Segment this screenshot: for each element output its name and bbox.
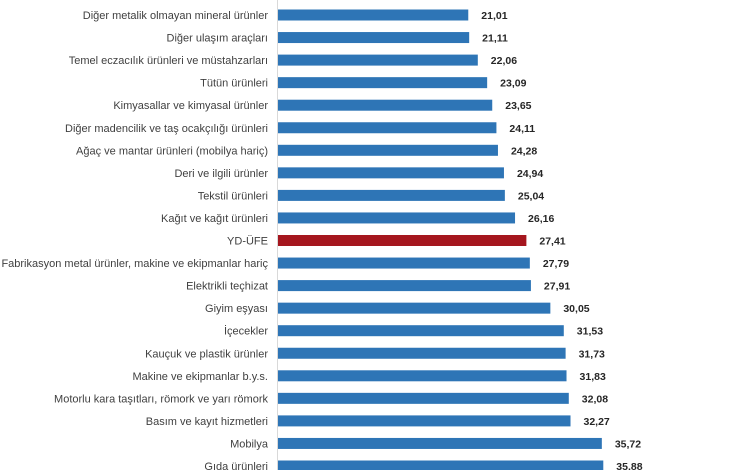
value-label: 21,11 [482,33,508,45]
category-label: Temel eczacılık ürünleri ve müstahzarlar… [69,55,268,67]
category-label: İçecekler [224,325,268,338]
value-label: 22,06 [491,55,517,67]
value-label: 31,73 [579,348,605,360]
bar [278,347,566,359]
value-label: 23,09 [500,78,526,90]
bar [278,280,531,292]
value-label: 26,16 [528,213,554,225]
bar [278,302,551,314]
category-label: Giyim eşyası [205,303,268,315]
value-label: 27,91 [544,281,570,293]
bar [278,437,602,449]
value-label: 30,05 [563,303,589,315]
category-label: Tekstil ürünleri [198,190,268,202]
category-label: Diğer metalik olmayan mineral ürünler [83,10,269,22]
bar [278,212,516,224]
bar [278,54,478,66]
bar [278,392,569,404]
bar [278,32,470,44]
value-label: 24,94 [517,168,543,180]
bar [278,325,564,337]
category-label: Kauçuk ve plastik ürünler [145,348,268,360]
category-label: Tütün ürünleri [200,78,268,90]
value-label: 31,53 [577,326,603,338]
value-label: 35,88 [616,461,642,470]
category-label: Makine ve ekipmanlar b.y.s. [132,371,268,383]
bar [278,122,497,134]
category-label: YD-ÜFE [227,236,268,248]
category-label: Deri ve ilgili ürünler [174,168,268,180]
bar [278,77,488,89]
value-label: 27,41 [539,236,565,248]
category-label: Basım ve kayıt hizmetleri [146,416,268,428]
category-label: Kağıt ve kağıt ürünleri [161,213,268,225]
bar [278,460,604,470]
bar [278,167,504,179]
value-label: 24,11 [509,123,535,135]
category-label: Elektrikli teçhizat [186,281,268,293]
value-label: 21,01 [481,10,507,22]
category-label: Ağaç ve mantar ürünleri (mobilya hariç) [76,145,268,157]
value-label: 24,28 [511,145,537,157]
value-label: 23,65 [505,100,531,112]
value-label: 27,79 [543,258,569,270]
bar [278,189,505,201]
category-label: Kimyasallar ve kimyasal ürünler [113,100,268,112]
bar [278,144,498,156]
value-label: 31,83 [580,371,606,383]
category-label: Diğer madencilik ve taş ocakçılığı ürünl… [65,123,268,135]
value-label: 32,27 [584,416,610,428]
value-label: 35,72 [615,438,641,450]
bar [278,370,567,382]
category-label: Mobilya [230,438,269,450]
bar [278,9,469,21]
category-label: Diğer ulaşım araçları [167,33,268,45]
value-label: 32,08 [582,393,608,405]
value-label: 25,04 [518,190,544,202]
bar [278,415,571,427]
category-label: Motorlu kara taşıtları, römork ve yarı r… [54,393,268,405]
bar-highlight [278,235,527,246]
bar [278,99,493,111]
category-label: Gıda ürünleri [204,461,268,470]
bar [278,257,530,269]
category-label: Fabrikasyon metal ürünler, makine ve eki… [1,258,268,270]
